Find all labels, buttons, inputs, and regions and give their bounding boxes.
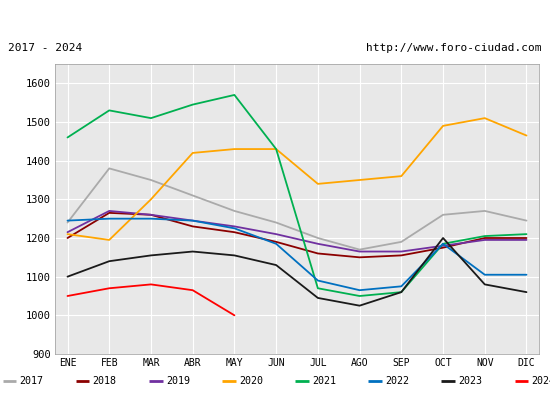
Text: http://www.foro-ciudad.com: http://www.foro-ciudad.com <box>366 43 542 53</box>
Text: 2024: 2024 <box>531 376 550 386</box>
Text: 2018: 2018 <box>93 376 117 386</box>
Text: 2017 - 2024: 2017 - 2024 <box>8 43 82 53</box>
Text: Evolucion del paro registrado en Salobreña: Evolucion del paro registrado en Salobre… <box>117 10 433 24</box>
Text: 2022: 2022 <box>385 376 409 386</box>
Text: 2023: 2023 <box>458 376 482 386</box>
Text: 2017: 2017 <box>20 376 43 386</box>
Text: 2020: 2020 <box>239 376 263 386</box>
Text: 2021: 2021 <box>312 376 336 386</box>
Text: 2019: 2019 <box>166 376 190 386</box>
